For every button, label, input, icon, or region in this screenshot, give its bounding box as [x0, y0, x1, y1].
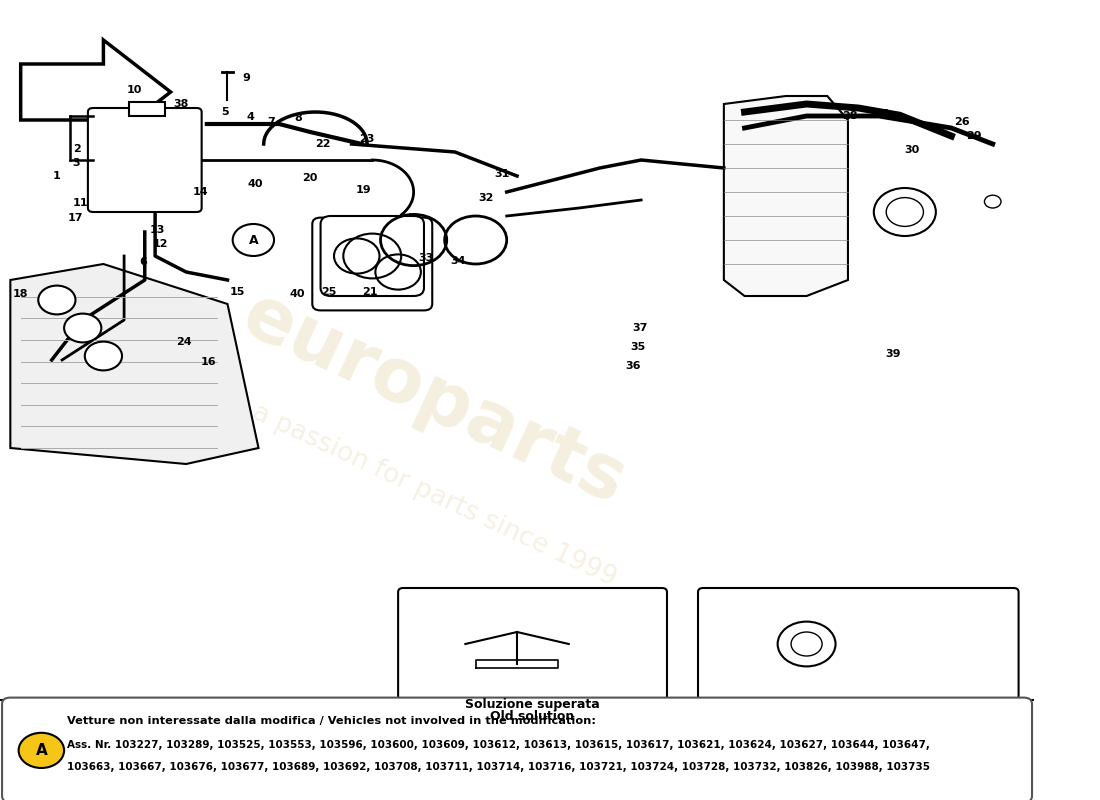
Text: 36: 36 — [625, 362, 640, 371]
Circle shape — [39, 286, 76, 314]
Circle shape — [19, 733, 64, 768]
Text: 9: 9 — [242, 74, 250, 83]
Text: A: A — [35, 743, 47, 758]
Text: 18: 18 — [13, 290, 29, 299]
FancyBboxPatch shape — [320, 216, 424, 296]
Text: 10: 10 — [126, 85, 142, 94]
Text: 5: 5 — [221, 107, 229, 117]
FancyBboxPatch shape — [88, 108, 201, 212]
Text: 19: 19 — [356, 186, 372, 195]
Text: Ass. Nr. 103227, 103289, 103525, 103553, 103596, 103600, 103609, 103612, 103613,: Ass. Nr. 103227, 103289, 103525, 103553,… — [67, 740, 931, 750]
Text: 11: 11 — [73, 198, 88, 208]
Text: 31: 31 — [494, 170, 509, 179]
Text: 4: 4 — [246, 112, 254, 122]
Text: a passion for parts since 1999: a passion for parts since 1999 — [249, 400, 620, 592]
Text: 24: 24 — [176, 338, 191, 347]
FancyBboxPatch shape — [398, 588, 667, 700]
Text: Soluzione superata: Soluzione superata — [465, 698, 600, 710]
Text: 22: 22 — [315, 139, 330, 149]
Text: A: A — [249, 234, 258, 246]
FancyBboxPatch shape — [312, 218, 432, 310]
Text: 27: 27 — [873, 109, 889, 118]
Text: 17: 17 — [68, 214, 84, 223]
Text: 21: 21 — [363, 287, 378, 297]
FancyBboxPatch shape — [2, 698, 1032, 800]
Text: 2: 2 — [73, 144, 80, 154]
Text: 13: 13 — [150, 226, 165, 235]
Circle shape — [85, 342, 122, 370]
Text: Old solution: Old solution — [491, 710, 574, 723]
Circle shape — [873, 188, 936, 236]
Circle shape — [64, 314, 101, 342]
Text: 32: 32 — [478, 194, 494, 203]
Text: 29: 29 — [966, 131, 982, 141]
Text: 16: 16 — [201, 357, 217, 366]
Text: 1: 1 — [53, 171, 60, 181]
Text: 28: 28 — [843, 111, 858, 121]
Text: 35: 35 — [630, 342, 646, 352]
Text: 26: 26 — [954, 117, 969, 126]
Text: 33: 33 — [418, 253, 433, 262]
Circle shape — [778, 622, 836, 666]
Text: 25: 25 — [321, 287, 337, 297]
Text: europarts: europarts — [231, 279, 638, 521]
Polygon shape — [21, 40, 171, 144]
Text: 7: 7 — [267, 117, 275, 126]
Text: 23: 23 — [360, 134, 375, 144]
Text: 6: 6 — [139, 258, 146, 267]
Text: 39: 39 — [886, 349, 901, 358]
Text: 40: 40 — [248, 179, 263, 189]
Text: 103663, 103667, 103676, 103677, 103689, 103692, 103708, 103711, 103714, 103716, : 103663, 103667, 103676, 103677, 103689, … — [67, 762, 931, 771]
Text: 30: 30 — [904, 146, 920, 155]
Circle shape — [233, 224, 274, 256]
Text: 15: 15 — [230, 287, 245, 297]
Text: 8: 8 — [294, 114, 301, 123]
Text: 40: 40 — [289, 289, 305, 298]
Text: Vetture non interessate dalla modifica / Vehicles not involved in the modificati: Vetture non interessate dalla modifica /… — [67, 716, 596, 726]
Text: 3: 3 — [73, 158, 80, 168]
Text: 20: 20 — [302, 173, 318, 182]
Polygon shape — [10, 264, 258, 464]
Bar — [130, 102, 165, 116]
Text: 34: 34 — [450, 256, 466, 266]
Text: 12: 12 — [153, 239, 168, 249]
Text: 14: 14 — [192, 187, 208, 197]
Polygon shape — [724, 96, 848, 296]
Text: 38: 38 — [174, 99, 189, 109]
Circle shape — [984, 195, 1001, 208]
Text: 37: 37 — [632, 323, 648, 333]
FancyBboxPatch shape — [698, 588, 1019, 700]
